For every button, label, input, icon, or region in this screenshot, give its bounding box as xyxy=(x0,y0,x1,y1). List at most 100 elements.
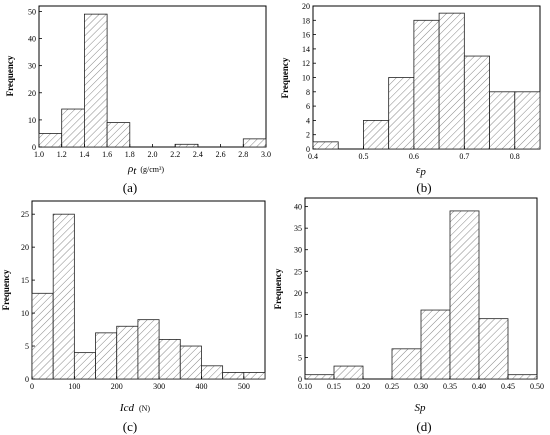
y-tick-label: 8 xyxy=(306,88,310,97)
x-tick-label: 2.6 xyxy=(216,150,226,159)
panel-caption: (c) xyxy=(123,419,137,434)
x-axis-label: Sp xyxy=(415,402,427,414)
y-tick-label: 5 xyxy=(25,342,29,351)
panel-c: 0 100 200 300 400 500 0 5 10 15 20 25 Frequency Ic… xyxy=(1,200,266,434)
x-tick-label: 200 xyxy=(111,382,123,391)
y-tick-label: 10 xyxy=(294,332,302,341)
histogram-bar xyxy=(84,13,108,148)
y-tick-label: 30 xyxy=(294,246,302,255)
panel-b: 0.4 0.5 0.6 0.7 0.8 0 2 4 6 8 10 12 14 16 18 20 Freque… xyxy=(280,2,541,195)
histogram-bar xyxy=(52,213,75,380)
y-tick-label: 12 xyxy=(302,59,310,68)
y-tick-label: 4 xyxy=(306,116,310,125)
x-tick-label: 1.6 xyxy=(102,150,112,159)
histogram-bar xyxy=(158,339,181,380)
y-tick-label: 6 xyxy=(306,102,310,111)
y-tick-label: 5 xyxy=(298,353,302,362)
x-tick-label: 0.50 xyxy=(530,382,544,391)
x-tick-label: 2.4 xyxy=(193,150,203,159)
histogram-bar xyxy=(38,133,63,148)
histogram-bar xyxy=(312,141,339,150)
y-tick-label: 15 xyxy=(294,310,302,319)
y-tick-label: 10 xyxy=(28,116,36,125)
y-tick-label: 25 xyxy=(21,210,29,219)
histogram-bar xyxy=(463,55,490,150)
x-tick-label: 0.5 xyxy=(358,152,368,161)
histogram-bar xyxy=(61,108,85,148)
x-tick-label: 0.35 xyxy=(443,382,457,391)
y-tick-label: 20 xyxy=(21,243,29,252)
x-tick-label: 0.7 xyxy=(459,152,469,161)
x-tick-label: 400 xyxy=(195,382,207,391)
y-ticks: 0 5 10 15 20 25 xyxy=(21,210,35,384)
y-axis-label: Frequency xyxy=(273,268,283,309)
x-tick-label: 2.2 xyxy=(170,150,180,159)
x-tick-label: 0.45 xyxy=(501,382,515,391)
y-tick-label: 20 xyxy=(28,89,36,98)
x-tick-label: 0.10 xyxy=(298,382,312,391)
histogram-bar xyxy=(179,345,202,380)
y-axis-label: Frequency xyxy=(280,57,290,98)
y-tick-label: 0 xyxy=(298,375,302,384)
x-tick-label: 1.8 xyxy=(125,150,135,159)
histogram-bar xyxy=(222,372,245,380)
histogram-bar xyxy=(514,91,541,150)
y-tick-label: 10 xyxy=(21,309,29,318)
x-tick-label: 0.40 xyxy=(472,382,486,391)
histogram-bar xyxy=(449,210,480,380)
x-tick-label: 0.30 xyxy=(414,382,428,391)
y-tick-label: 20 xyxy=(294,289,302,298)
y-tick-label: 25 xyxy=(294,267,302,276)
x-tick-label: 1.0 xyxy=(34,150,44,159)
histogram-bar xyxy=(363,120,390,150)
x-tick-label: 100 xyxy=(68,382,80,391)
histogram-bar xyxy=(304,374,335,380)
x-tick-label: 500 xyxy=(238,382,250,391)
histogram-bar xyxy=(478,318,509,380)
x-tick-label: 0.15 xyxy=(327,382,341,391)
y-tick-label: 0 xyxy=(25,375,29,384)
y-tick-label: 40 xyxy=(28,35,36,44)
histogram-bar xyxy=(333,365,364,380)
y-tick-label: 30 xyxy=(28,62,36,71)
x-tick-label: 1.4 xyxy=(79,150,89,159)
y-tick-label: 40 xyxy=(294,203,302,212)
y-tick-label: 50 xyxy=(28,7,36,16)
x-axis-label: ρt (g/cm³) xyxy=(127,163,164,177)
y-tick-label: 16 xyxy=(302,31,310,40)
histogram-bar xyxy=(243,372,266,380)
x-ticks: 1.0 1.2 1.4 1.6 1.8 2.0 2.2 2.4 2.6 2.8 3.0 xyxy=(34,144,271,159)
histogram-bar xyxy=(413,19,440,150)
y-ticks: 0 2 4 6 8 10 12 14 16 18 20 xyxy=(302,2,316,154)
histogram-bar xyxy=(201,365,224,380)
histogram-bar xyxy=(391,348,422,380)
y-tick-label: 20 xyxy=(302,2,310,11)
y-tick-label: 0 xyxy=(306,145,310,154)
x-ticks: 0.10 0.15 0.20 0.25 0.30 0.35 0.40 0.45 0.50 xyxy=(298,376,544,391)
bars xyxy=(31,213,266,380)
x-tick-label: 3.0 xyxy=(261,150,271,159)
y-tick-label: 14 xyxy=(302,45,310,54)
x-ticks: 0.4 0.5 0.6 0.7 0.8 xyxy=(308,146,520,161)
histogram-bar xyxy=(116,325,139,380)
x-tick-label: 0.25 xyxy=(385,382,399,391)
histogram-bar xyxy=(420,309,451,380)
panel-caption: (a) xyxy=(123,180,137,195)
x-tick-label: 300 xyxy=(153,382,165,391)
x-tick-label: 2.0 xyxy=(148,150,158,159)
bars xyxy=(312,12,541,150)
histogram-bar xyxy=(73,352,96,380)
panel-caption: (b) xyxy=(416,180,431,195)
x-axis-label: Icd (N) xyxy=(119,402,150,414)
panel-d: 0.10 0.15 0.20 0.25 0.30 0.35 0.40 0.45 0.50 0 5 1… xyxy=(273,197,544,434)
histogram-bar xyxy=(31,292,54,380)
panel-caption: (d) xyxy=(416,419,431,434)
y-tick-label: 15 xyxy=(21,276,29,285)
histogram-bar xyxy=(489,91,516,150)
y-tick-label: 10 xyxy=(302,74,310,83)
histogram-bar xyxy=(137,319,160,380)
histogram-bar xyxy=(106,122,131,148)
y-axis-label: Frequency xyxy=(5,55,15,96)
panel-a: 1.0 1.2 1.4 1.6 1.8 2.0 2.2 2.4 2.6 2.8 3.0 0 10 20 3… xyxy=(5,5,271,195)
